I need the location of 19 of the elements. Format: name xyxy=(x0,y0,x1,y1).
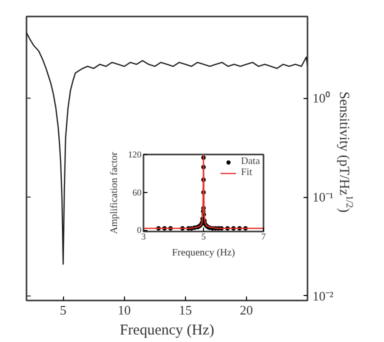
x-axis-title: Frequency (Hz) xyxy=(172,248,236,258)
y-tick-label: 10⁻² xyxy=(312,288,334,304)
y-tick-label: 120 xyxy=(128,150,142,160)
x-tick-label: 20 xyxy=(240,302,253,318)
x-tick-label: 15 xyxy=(178,302,192,318)
y-tick-label: 60 xyxy=(132,187,142,198)
legend-label: Fit xyxy=(241,167,254,178)
x-tick-label: 7 xyxy=(261,232,266,242)
y-tick-label: 10⁻¹ xyxy=(312,190,334,205)
y-axis-title: Amplification factor xyxy=(109,151,120,234)
x-tick-label: 5 xyxy=(201,232,206,242)
x-axis-title: Frequency (Hz) xyxy=(120,322,214,338)
x-tick-label: 5 xyxy=(60,302,66,318)
x-tick-label: 10 xyxy=(118,302,131,318)
y-tick-label: 10⁰ xyxy=(312,90,330,106)
x-tick-label: 3 xyxy=(141,232,146,242)
legend-label: Data xyxy=(241,156,261,167)
y-axis-title: Sensitivity (pT/Hz1/2) xyxy=(336,92,355,213)
y-tick-label: 0 xyxy=(137,225,142,236)
